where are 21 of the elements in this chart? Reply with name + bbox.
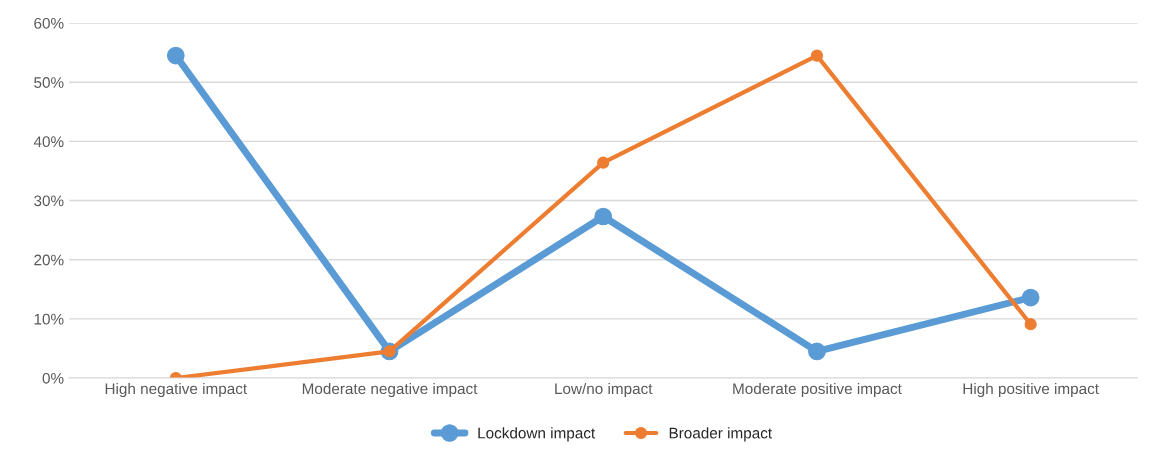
point — [597, 156, 610, 169]
point — [594, 207, 613, 226]
point — [810, 49, 824, 62]
legend-label: Broader impact — [669, 427, 772, 442]
y-tick-label: 50% — [34, 77, 64, 88]
y-tick-label: 0% — [42, 372, 64, 384]
x-tick-label: Moderate positive impact — [733, 382, 902, 398]
point — [1024, 318, 1037, 331]
x-tick-label: Low/no impact — [555, 382, 653, 398]
y-tick-label: 10% — [34, 313, 64, 325]
x-tick-label: High negative impact — [105, 382, 248, 398]
point — [808, 342, 826, 361]
y-tick-label: 30% — [34, 195, 64, 207]
x-tick-label: Moderate negative impact — [302, 382, 478, 398]
y-tick-label: 60% — [34, 17, 64, 29]
y-tick-label: 40% — [33, 136, 64, 148]
point — [1021, 288, 1040, 307]
x-tick-label: High positive impact — [963, 382, 1099, 398]
point — [166, 46, 185, 65]
y-tick-label: 20% — [34, 254, 64, 266]
legend-label: Lockdown impact — [478, 427, 596, 442]
